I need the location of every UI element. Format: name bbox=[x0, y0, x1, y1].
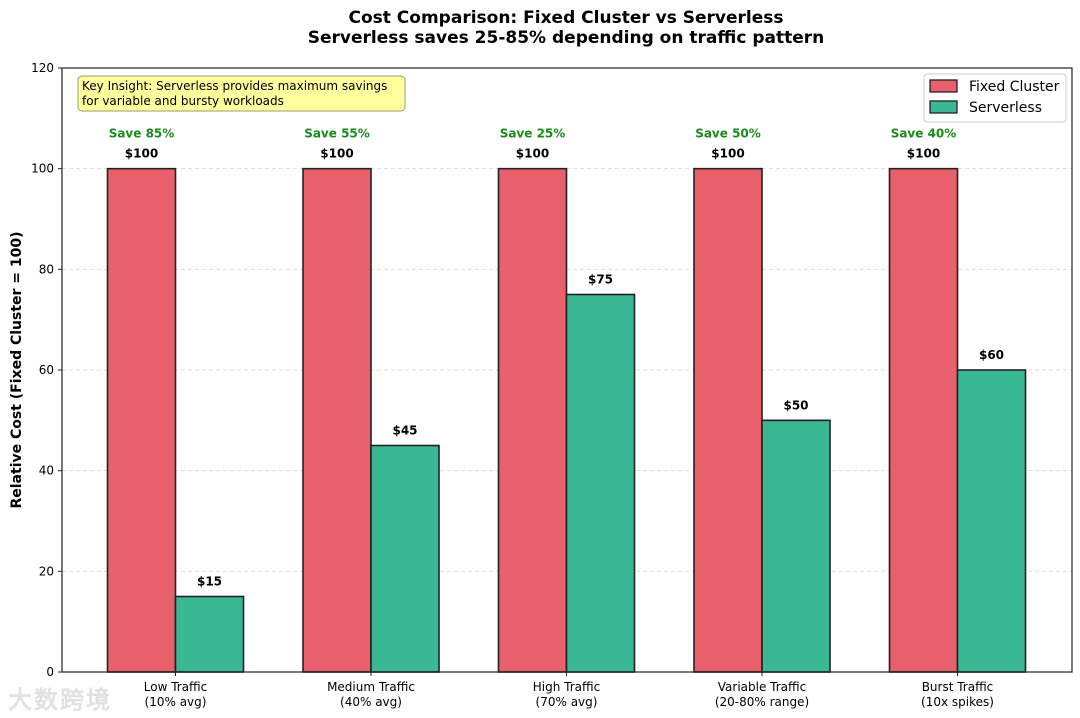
bar-serverless bbox=[565, 293, 636, 673]
y-tick-label: 20 bbox=[39, 564, 54, 578]
y-tick-label: 100 bbox=[31, 162, 54, 176]
legend-swatch-fixed-cluster bbox=[929, 79, 958, 93]
bar-fixed-cluster bbox=[302, 167, 372, 673]
y-tick-label: 80 bbox=[39, 262, 54, 276]
bar-value-label: $100 bbox=[320, 147, 353, 161]
legend-label-serverless: Serverless bbox=[969, 100, 1042, 116]
savings-label: Save 25% bbox=[500, 127, 566, 141]
x-tick-label: Burst Traffic bbox=[922, 680, 994, 694]
x-tick-label: Medium Traffic bbox=[327, 680, 415, 694]
bar-fixed-cluster bbox=[693, 167, 763, 673]
legend-label-fixed-cluster: Fixed Cluster bbox=[969, 79, 1060, 95]
x-tick-label: Low Traffic bbox=[144, 680, 208, 694]
x-tick-sublabel: (20-80% range) bbox=[715, 695, 809, 709]
y-tick-label: 0 bbox=[46, 665, 54, 679]
bar-serverless bbox=[370, 444, 440, 673]
y-tick-label: 120 bbox=[31, 61, 54, 75]
y-axis-label: Relative Cost (Fixed Cluster = 100) bbox=[9, 231, 25, 508]
bar-value-label: $100 bbox=[711, 147, 744, 161]
annotation-line-2: for variable and bursty workloads bbox=[82, 94, 284, 108]
savings-label: Save 85% bbox=[109, 127, 175, 141]
savings-label: Save 40% bbox=[891, 127, 957, 141]
bar-value-label: $50 bbox=[783, 398, 808, 412]
annotation-line-1: Key Insight: Serverless provides maximum… bbox=[82, 79, 387, 93]
x-tick-sublabel: (10x spikes) bbox=[921, 695, 994, 709]
bar-fixed-cluster bbox=[497, 167, 568, 673]
legend: Fixed Cluster Serverless bbox=[923, 73, 1067, 123]
watermark: 大数跨境 bbox=[8, 686, 112, 714]
annotation-box bbox=[77, 75, 406, 112]
bar-value-label: $100 bbox=[907, 147, 940, 161]
y-tick-label: 40 bbox=[39, 464, 54, 478]
bar-serverless bbox=[956, 369, 1027, 673]
legend-swatch-serverless bbox=[929, 100, 958, 114]
x-tick-sublabel: (10% avg) bbox=[145, 695, 207, 709]
plot-frame bbox=[61, 67, 1073, 673]
x-tick-sublabel: (40% avg) bbox=[340, 695, 402, 709]
bar-value-label: $45 bbox=[392, 424, 417, 438]
bar-value-label: $100 bbox=[125, 147, 158, 161]
savings-label: Save 50% bbox=[695, 127, 761, 141]
x-tick-label: High Traffic bbox=[533, 680, 600, 694]
bar-serverless bbox=[761, 419, 831, 673]
y-tick-label: 60 bbox=[39, 363, 54, 377]
chart-title: Cost Comparison: Fixed Cluster vs Server… bbox=[348, 8, 783, 28]
savings-label: Save 55% bbox=[304, 127, 370, 141]
chart-subtitle: Serverless saves 25-85% depending on tra… bbox=[308, 28, 824, 48]
bar-value-label: $75 bbox=[588, 273, 613, 287]
x-tick-label: Variable Traffic bbox=[718, 680, 806, 694]
legend-box bbox=[923, 73, 1067, 123]
insight-annotation: Key Insight: Serverless provides maximum… bbox=[77, 75, 406, 112]
bar-serverless bbox=[174, 595, 245, 673]
x-tick-sublabel: (70% avg) bbox=[536, 695, 598, 709]
bar-fixed-cluster bbox=[106, 167, 177, 673]
bar-value-label: $100 bbox=[516, 147, 549, 161]
bar-fixed-cluster bbox=[888, 167, 959, 673]
bar-value-label: $15 bbox=[197, 575, 222, 589]
bar-value-label: $60 bbox=[979, 348, 1004, 362]
